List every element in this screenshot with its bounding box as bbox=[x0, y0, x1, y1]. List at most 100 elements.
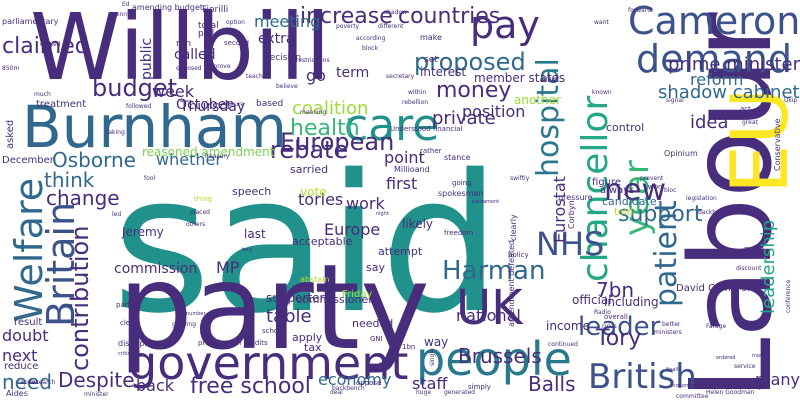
word-1bn: 1bn bbox=[402, 343, 416, 351]
word-attempt: attempt bbox=[378, 245, 423, 258]
word-freedom: freedom bbox=[444, 229, 474, 237]
word-called: called bbox=[174, 47, 216, 63]
word-bill: bill bbox=[756, 253, 765, 260]
word-understood-financial: Understood financial bbox=[390, 125, 463, 133]
word-uk: UK bbox=[456, 280, 523, 336]
word-thursday: Thursday bbox=[180, 99, 246, 115]
word-demand: demand bbox=[636, 37, 793, 81]
word-mp: MP bbox=[216, 258, 240, 277]
word-led: led bbox=[112, 211, 122, 218]
word-needed: needed bbox=[352, 317, 394, 330]
word-countries: countries bbox=[398, 4, 501, 29]
word-leadership: leadership bbox=[758, 219, 779, 314]
word-term: term bbox=[336, 65, 370, 81]
word-abstain: abstain bbox=[300, 275, 330, 284]
word-critics: critics bbox=[118, 351, 133, 357]
word-back: back bbox=[136, 376, 175, 395]
word-better: better bbox=[662, 321, 681, 328]
word-mark: mark bbox=[752, 353, 765, 359]
word-vote: vote bbox=[300, 185, 327, 199]
word-shadow-cabinet: shadow cabinet bbox=[658, 82, 800, 103]
word-europe: Europe bbox=[324, 220, 381, 239]
word-treatment: treatment bbox=[36, 99, 87, 110]
word-future: future bbox=[226, 101, 245, 108]
word-staff: staff bbox=[412, 374, 448, 393]
word-despite: Despite bbox=[58, 368, 135, 392]
word-signal: signal bbox=[666, 97, 684, 104]
word-gni: GNI bbox=[370, 335, 383, 343]
word-number: number bbox=[186, 311, 206, 317]
word-table: table bbox=[266, 306, 312, 327]
word-teacher: teacher bbox=[246, 73, 269, 80]
word-trying: trying bbox=[744, 383, 762, 390]
word-helen-goodman: Helen Goodman bbox=[706, 389, 755, 396]
word-meeting: meeting bbox=[254, 12, 321, 31]
word-control: control bbox=[606, 121, 645, 134]
word-generated: generated bbox=[444, 389, 475, 396]
word-known: known bbox=[592, 89, 612, 96]
word-coalition: coalition bbox=[292, 98, 369, 119]
word-farage: Farage bbox=[706, 323, 727, 330]
word-swiftly: swiftly bbox=[510, 175, 530, 182]
word-repeal: repeal bbox=[18, 379, 37, 386]
word-told: told bbox=[614, 207, 634, 218]
word-way: way bbox=[424, 335, 449, 349]
word-ukip: Ukip bbox=[784, 97, 798, 104]
word-new: new bbox=[604, 173, 667, 208]
word-result: result bbox=[14, 317, 43, 328]
word-care: care bbox=[344, 100, 440, 151]
word-secretary: secretary bbox=[386, 73, 415, 80]
word-opposed: opposed bbox=[176, 65, 202, 72]
word-money: money bbox=[436, 78, 512, 103]
word-legislation: legislation bbox=[686, 195, 717, 202]
word-restrictions: restrictions bbox=[296, 57, 330, 64]
word-whether: whether bbox=[156, 150, 222, 169]
word-great: great bbox=[742, 119, 758, 126]
word-position: position bbox=[462, 102, 526, 121]
word-single: single bbox=[429, 348, 436, 366]
word-fool: fool bbox=[144, 175, 156, 182]
word-proposed: proposed bbox=[414, 48, 526, 76]
word-harman: Harman bbox=[442, 256, 546, 286]
word-others: others bbox=[186, 221, 206, 228]
word-oppose: oppose bbox=[356, 379, 382, 387]
word-conservative: Conservative bbox=[773, 118, 782, 171]
word-income: income bbox=[546, 319, 590, 333]
word-approve: approve bbox=[206, 63, 231, 70]
word-support: support bbox=[618, 202, 703, 227]
word-won: won bbox=[648, 183, 663, 191]
word-another: another bbox=[514, 93, 561, 107]
word-pay: pay bbox=[470, 3, 540, 47]
word-asked: asked bbox=[5, 119, 16, 149]
word-speech: speech bbox=[232, 185, 272, 198]
word-osborne: Osborne bbox=[52, 148, 136, 172]
word-according: according bbox=[356, 35, 386, 42]
word-nhs: NHS bbox=[536, 225, 605, 263]
word-free-school: free school bbox=[190, 374, 311, 399]
word-deal: deal bbox=[330, 389, 343, 396]
word-always: always bbox=[600, 185, 635, 196]
word-penny: penny bbox=[112, 11, 131, 18]
word-thing: thing bbox=[194, 195, 213, 203]
word-balls: Balls bbox=[528, 372, 576, 396]
word-school: school bbox=[262, 327, 285, 335]
word-aides: Aides bbox=[6, 389, 28, 398]
word-based: based bbox=[256, 99, 284, 109]
word-ed: Ed bbox=[122, 1, 130, 8]
word-taking: taking bbox=[106, 129, 125, 136]
word-think: think bbox=[44, 168, 95, 192]
word-growing: growing bbox=[172, 321, 196, 328]
word-act: act bbox=[740, 105, 751, 113]
word-huge: huge bbox=[416, 389, 432, 396]
word-disapprove: disapprove bbox=[118, 339, 163, 348]
word-apply: apply bbox=[292, 331, 323, 344]
word-backbencher: backbencher bbox=[698, 209, 737, 216]
word-rebellion: rebellion bbox=[402, 99, 429, 106]
word-make: make bbox=[420, 33, 442, 42]
word-economies: economies bbox=[670, 383, 698, 389]
word-claimed: claimed bbox=[2, 34, 89, 59]
word-prime-minister: prime minister bbox=[668, 54, 800, 75]
word-tories: tories bbox=[298, 190, 344, 209]
word-david-cameron: David Cameron bbox=[676, 283, 754, 294]
